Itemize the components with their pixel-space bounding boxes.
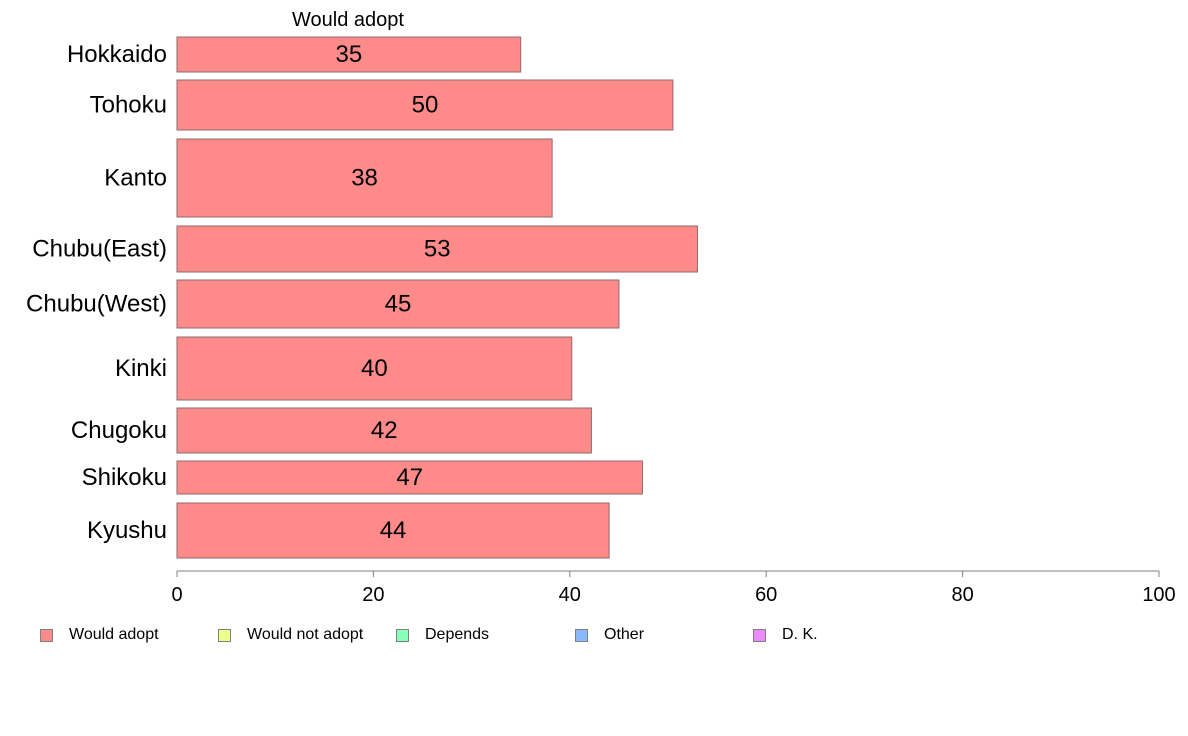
value-label: 45 <box>385 291 412 318</box>
x-tick-label: 100 <box>1142 584 1175 606</box>
bar-chugoku <box>176 407 592 454</box>
x-tick-label: 40 <box>559 584 581 606</box>
legend-item-depends: Depends <box>396 625 489 645</box>
bar-tohoku <box>176 79 674 131</box>
legend-label: D. K. <box>782 626 818 643</box>
bars-group: Hokkaido 35 Tohoku 50 Kanto 38 Chubu(East) 53 Ch… <box>26 36 698 559</box>
category-label: Kyushu <box>87 517 167 544</box>
category-label: Kanto <box>104 165 167 192</box>
category-label: Hokkaido <box>67 41 167 68</box>
x-tick-label: 20 <box>362 584 384 606</box>
legend-item-would-not-adopt: Would not adopt <box>218 625 363 645</box>
category-label: Chubu(East) <box>32 236 167 263</box>
legend-label: Would adopt <box>69 626 159 643</box>
legend-swatch <box>40 628 53 642</box>
legend-swatch <box>396 628 409 642</box>
category-label: Chugoku <box>71 417 167 444</box>
legend-item-dk: D. K. <box>753 625 818 645</box>
legend-label: Would not adopt <box>247 626 364 643</box>
legend-swatch <box>753 628 766 642</box>
value-label: 50 <box>412 92 439 119</box>
value-label: 35 <box>335 41 362 68</box>
legend-item-other: Other <box>575 625 644 645</box>
bar-kinki <box>176 336 573 401</box>
bar-shikoku <box>176 460 643 495</box>
legend-swatch <box>218 628 231 642</box>
value-label: 40 <box>361 355 388 382</box>
value-label: 47 <box>396 464 423 491</box>
x-axis: 0 20 40 60 80 100 <box>171 570 1176 606</box>
bar-kyushu <box>176 502 610 559</box>
value-label: 53 <box>424 236 451 263</box>
legend: Would adopt Would not adopt Depends Othe… <box>40 625 940 645</box>
category-label: Tohoku <box>90 92 167 119</box>
x-tick-label: 80 <box>951 584 973 606</box>
bar-kanto <box>176 138 553 218</box>
x-tick-label: 60 <box>755 584 777 606</box>
legend-label: Other <box>604 626 645 643</box>
bar-chubu-west <box>176 279 620 329</box>
bar-chubu-east <box>176 225 698 273</box>
category-label: Chubu(West) <box>26 291 167 318</box>
value-label: 38 <box>351 165 378 192</box>
legend-swatch <box>575 628 588 642</box>
category-label: Shikoku <box>82 464 167 491</box>
bar-hokkaido <box>176 36 522 73</box>
series-title: Would adopt <box>292 9 404 31</box>
value-label: 44 <box>380 517 407 544</box>
legend-item-would-adopt: Would adopt <box>40 625 159 645</box>
value-label: 42 <box>371 417 398 444</box>
x-tick-label: 0 <box>171 584 182 606</box>
category-label: Kinki <box>115 355 167 382</box>
legend-label: Depends <box>425 626 490 643</box>
